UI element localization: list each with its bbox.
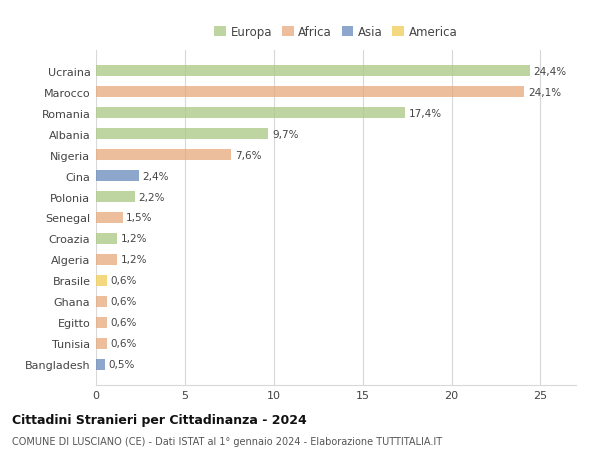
Text: 0,6%: 0,6% bbox=[110, 339, 137, 349]
Bar bbox=[96, 233, 118, 245]
Text: COMUNE DI LUSCIANO (CE) - Dati ISTAT al 1° gennaio 2024 - Elaborazione TUTTITALI: COMUNE DI LUSCIANO (CE) - Dati ISTAT al … bbox=[12, 436, 442, 446]
Bar bbox=[96, 338, 107, 349]
Bar bbox=[96, 150, 231, 161]
Text: Cittadini Stranieri per Cittadinanza - 2024: Cittadini Stranieri per Cittadinanza - 2… bbox=[12, 413, 307, 426]
Text: 2,4%: 2,4% bbox=[142, 171, 169, 181]
Bar bbox=[96, 275, 107, 286]
Text: 24,1%: 24,1% bbox=[528, 87, 561, 97]
Text: 0,6%: 0,6% bbox=[110, 276, 137, 286]
Legend: Europa, Africa, Asia, America: Europa, Africa, Asia, America bbox=[214, 26, 458, 39]
Text: 1,5%: 1,5% bbox=[126, 213, 153, 223]
Text: 17,4%: 17,4% bbox=[409, 108, 442, 118]
Bar bbox=[96, 359, 105, 370]
Text: 7,6%: 7,6% bbox=[235, 150, 261, 160]
Bar bbox=[96, 107, 406, 119]
Text: 0,5%: 0,5% bbox=[109, 359, 135, 369]
Text: 0,6%: 0,6% bbox=[110, 297, 137, 307]
Bar bbox=[96, 212, 122, 224]
Bar bbox=[96, 170, 139, 182]
Text: 0,6%: 0,6% bbox=[110, 318, 137, 328]
Bar bbox=[96, 317, 107, 329]
Bar bbox=[96, 191, 135, 203]
Bar bbox=[96, 296, 107, 308]
Bar bbox=[96, 129, 268, 140]
Bar bbox=[96, 254, 118, 266]
Bar bbox=[96, 87, 524, 98]
Text: 2,2%: 2,2% bbox=[139, 192, 165, 202]
Text: 1,2%: 1,2% bbox=[121, 255, 148, 265]
Text: 24,4%: 24,4% bbox=[533, 67, 566, 77]
Bar bbox=[96, 66, 530, 77]
Text: 1,2%: 1,2% bbox=[121, 234, 148, 244]
Text: 9,7%: 9,7% bbox=[272, 129, 299, 139]
